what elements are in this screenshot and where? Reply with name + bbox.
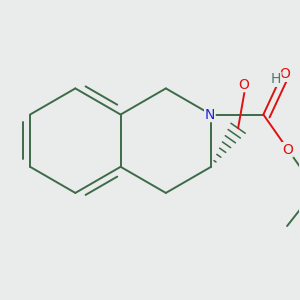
Text: O: O [279,67,290,81]
Text: H: H [271,72,281,86]
Text: O: O [282,143,293,157]
Text: N: N [205,107,215,122]
Text: O: O [238,77,249,92]
